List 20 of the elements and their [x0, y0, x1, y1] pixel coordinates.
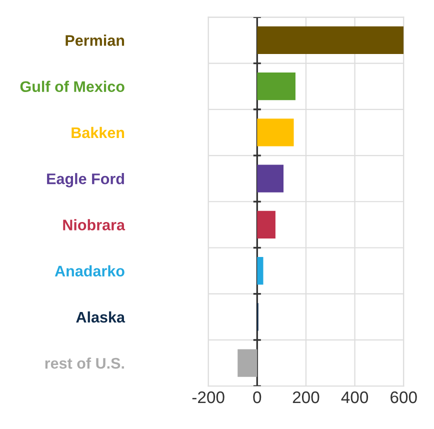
x-tick-label: 600	[390, 391, 417, 404]
bar	[257, 210, 276, 239]
bar	[257, 118, 294, 146]
bar	[257, 72, 296, 100]
bar	[238, 349, 258, 377]
y-tick-label: Bakken	[72, 126, 124, 138]
y-tick-label: Anadarko	[54, 265, 124, 276]
y-tick-label: Permian	[66, 34, 124, 46]
x-tick-label: 400	[341, 391, 368, 404]
y-tick-label: Alaska	[76, 311, 126, 323]
y-tick-label: Niobrara	[63, 219, 126, 230]
y-tick-label: rest of U.S.	[45, 358, 124, 369]
x-tick-label: 0	[253, 391, 262, 404]
x-tick-label: 200	[292, 391, 320, 404]
bar	[257, 164, 284, 192]
x-tick-label: -200	[192, 391, 224, 404]
bar	[257, 26, 404, 54]
bar	[257, 256, 264, 285]
y-tick-label: Eagle Ford	[47, 173, 124, 188]
y-tick-label: Gulf of Mexico	[20, 80, 124, 92]
